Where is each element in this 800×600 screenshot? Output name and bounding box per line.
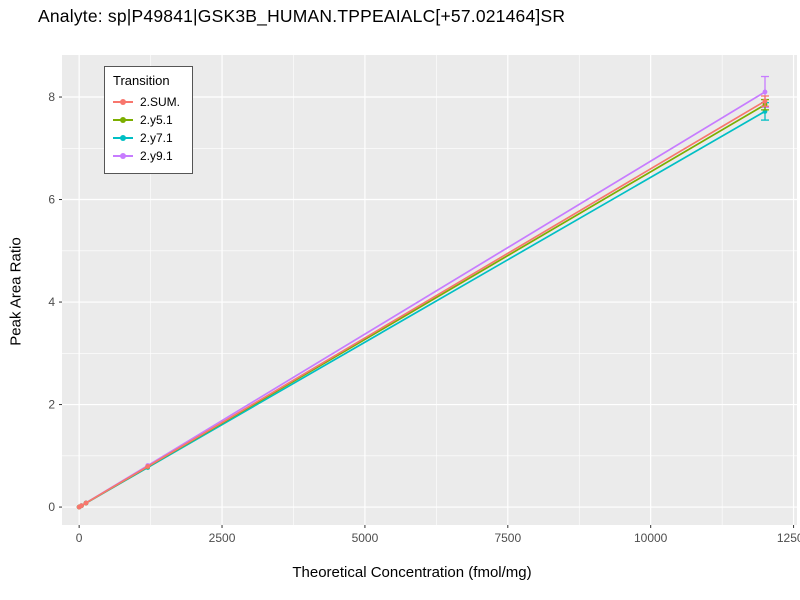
legend-item-2.y5.1: 2.y5.1 bbox=[113, 111, 180, 129]
legend-key-icon bbox=[113, 95, 133, 109]
y-tick-label: 4 bbox=[48, 295, 55, 309]
chart-title: Analyte: sp|P49841|GSK3B_HUMAN.TPPEAIALC… bbox=[38, 6, 566, 26]
legend-label: 2.y5.1 bbox=[140, 113, 173, 127]
legend-label: 2.SUM. bbox=[140, 95, 181, 109]
data-point-2.y9.1 bbox=[762, 89, 768, 95]
legend-key-icon bbox=[113, 131, 133, 145]
legend-label: 2.y9.1 bbox=[140, 149, 173, 163]
y-tick-label: 6 bbox=[48, 193, 55, 207]
legend-key-icon bbox=[113, 149, 133, 163]
x-tick-label: 7500 bbox=[494, 531, 521, 545]
y-axis-title: Peak Area Ratio bbox=[7, 237, 25, 346]
x-tick-label: 2500 bbox=[209, 531, 236, 545]
y-tick-label: 8 bbox=[48, 90, 55, 104]
x-tick-label: 0 bbox=[76, 531, 83, 545]
legend-item-2.SUM.: 2.SUM. bbox=[113, 93, 180, 111]
data-point-2.SUM. bbox=[79, 503, 84, 509]
data-point-2.SUM. bbox=[83, 500, 89, 506]
legend-item-2.y9.1: 2.y9.1 bbox=[113, 147, 180, 165]
legend-key-icon bbox=[113, 113, 133, 127]
x-tick-label: 10000 bbox=[634, 531, 668, 545]
data-point-2.SUM. bbox=[145, 464, 151, 469]
legend-item-2.y7.1: 2.y7.1 bbox=[113, 129, 180, 147]
legend: Transition 2.SUM. 2.y5.1 2.y7.1 2.y9.1 bbox=[104, 66, 194, 174]
legend-title: Transition bbox=[113, 73, 170, 88]
x-tick-label: 5000 bbox=[352, 531, 379, 545]
legend-label: 2.y7.1 bbox=[140, 131, 173, 145]
y-tick-label: 0 bbox=[48, 500, 55, 514]
x-axis-title: Theoretical Concentration (fmol/mg) bbox=[292, 564, 532, 581]
legend-items: 2.SUM. 2.y5.1 2.y7.1 2.y9.1 bbox=[113, 93, 180, 165]
y-tick-label: 2 bbox=[48, 398, 55, 412]
data-point-2.SUM. bbox=[762, 98, 768, 104]
x-tick-label: 12500 bbox=[777, 531, 800, 545]
